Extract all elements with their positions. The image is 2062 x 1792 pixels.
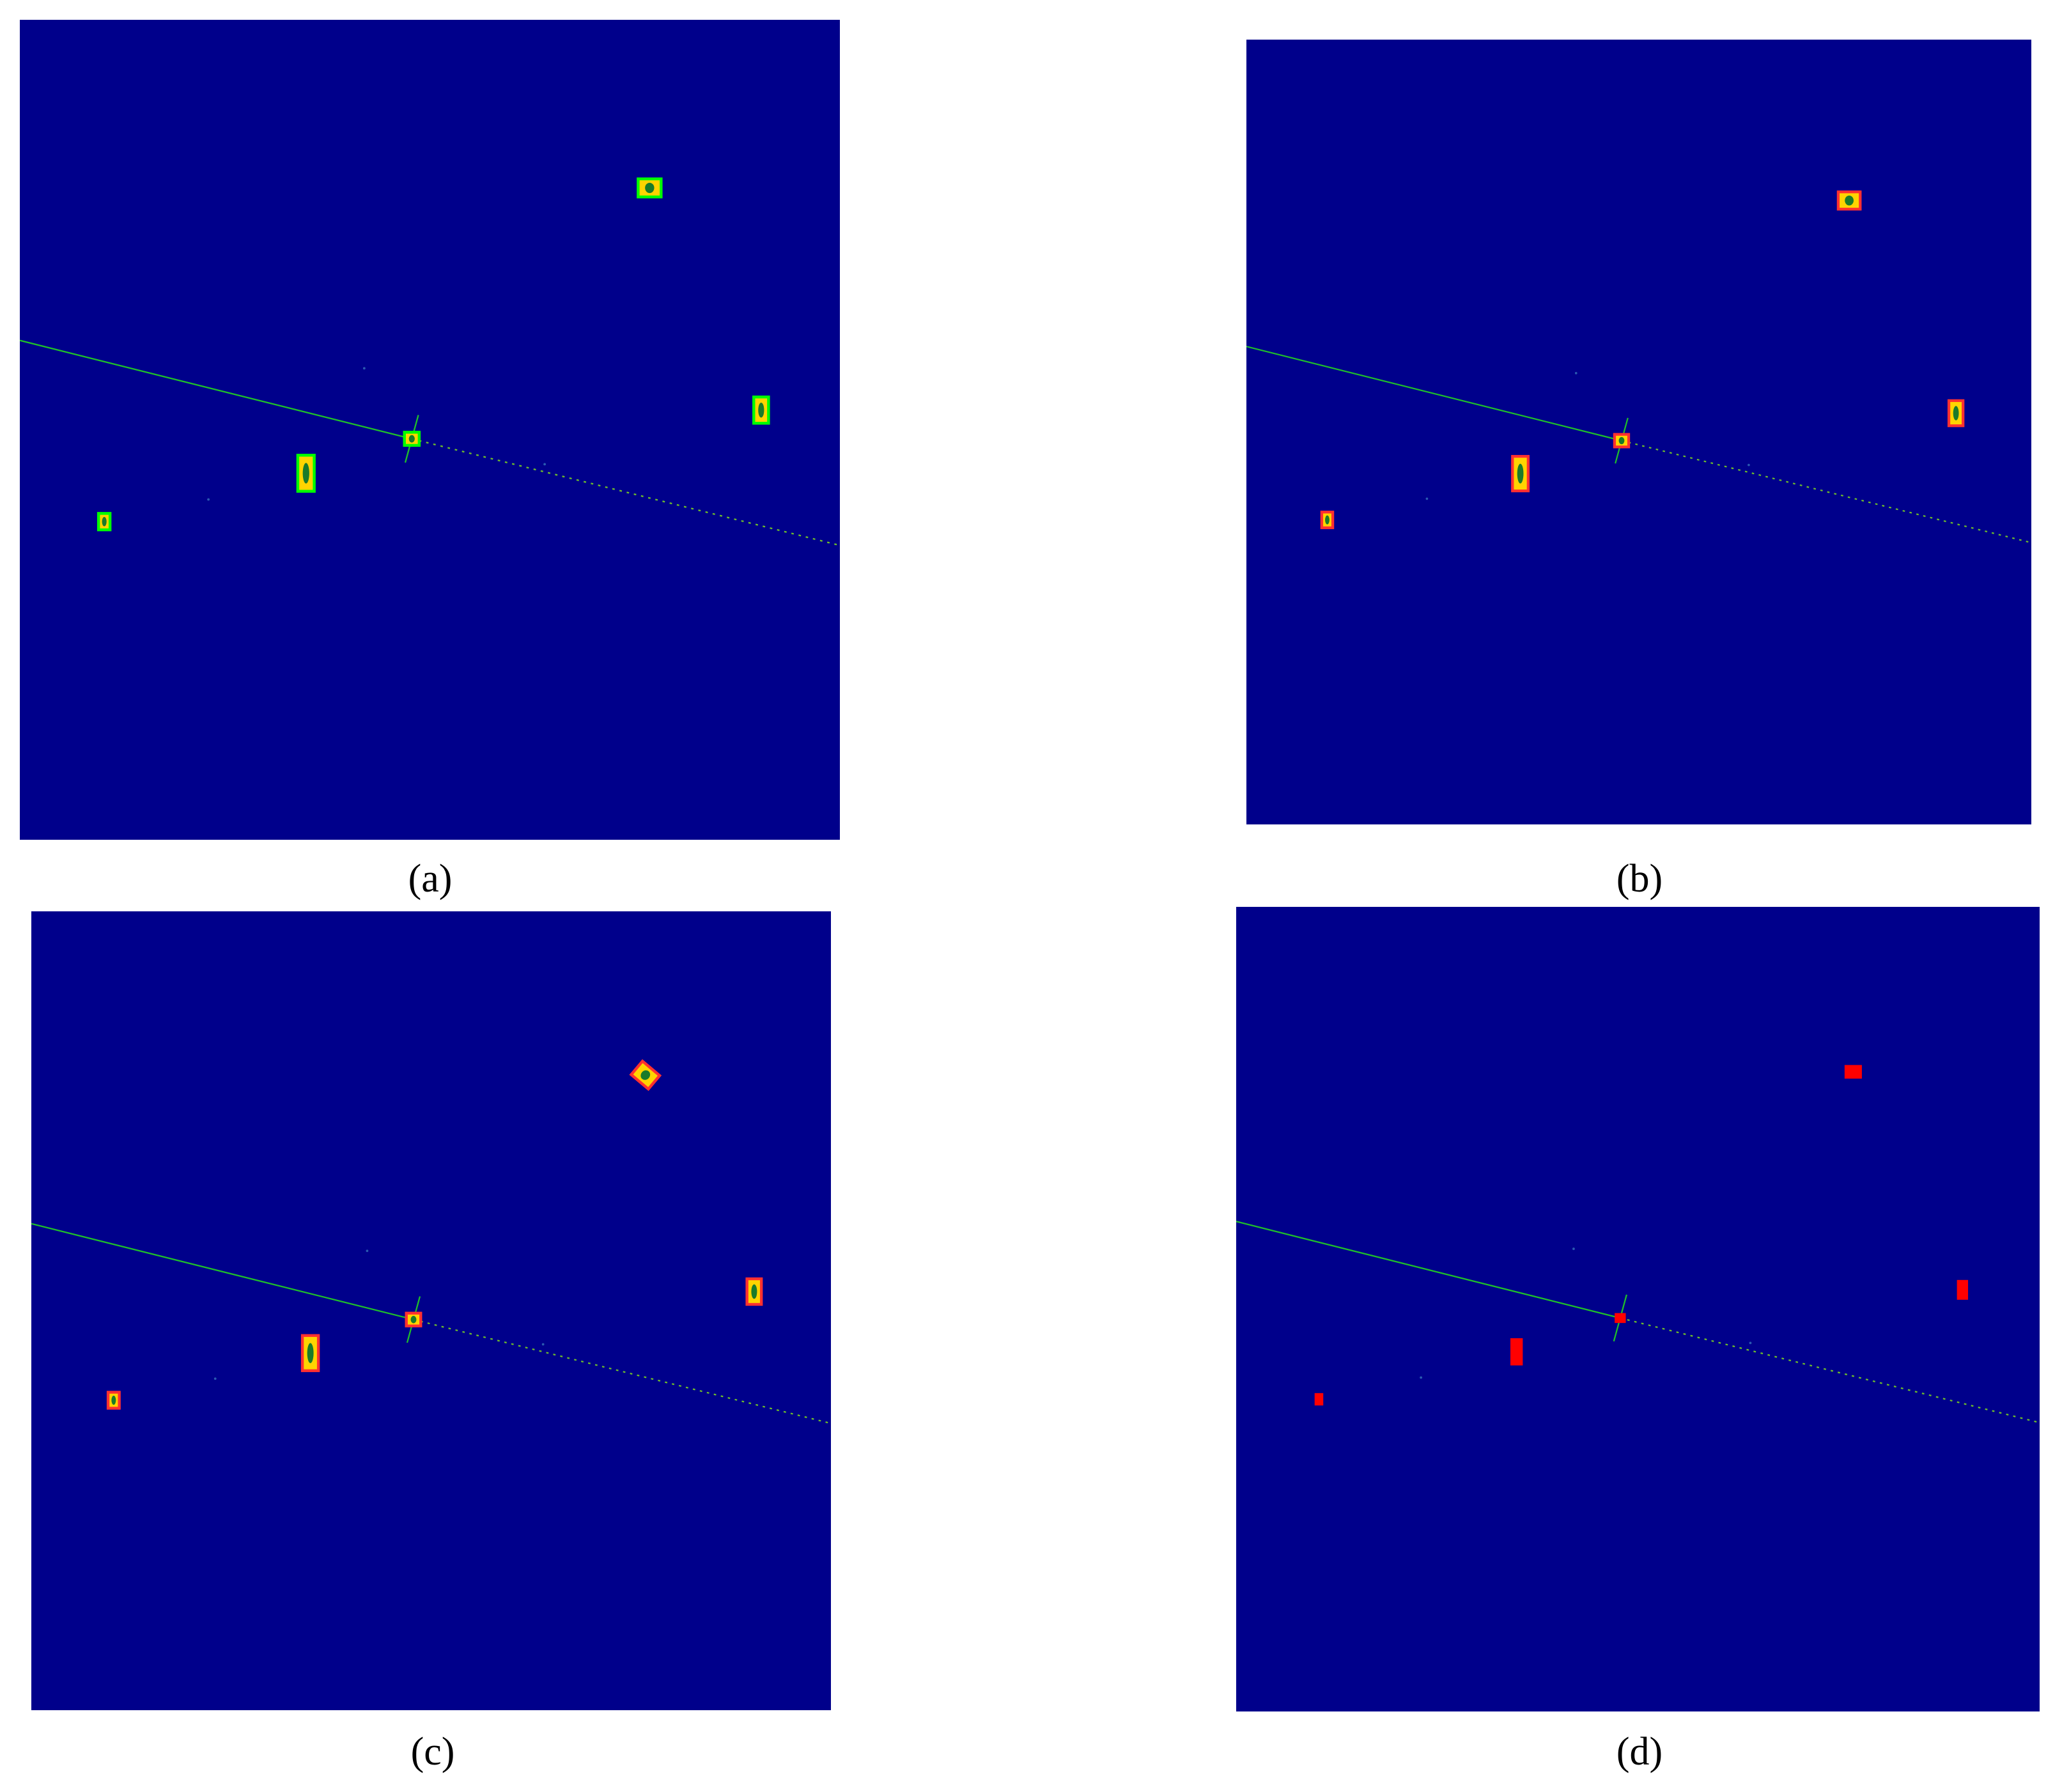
target-core — [1325, 515, 1329, 525]
track-dotted — [1621, 440, 2031, 544]
detection-blob — [1615, 1313, 1626, 1324]
speck — [1572, 1247, 1575, 1250]
track-dotted — [411, 438, 840, 546]
target-core — [111, 1395, 116, 1405]
speck — [1748, 463, 1750, 467]
scene — [1246, 190, 2031, 544]
target-core — [758, 402, 764, 418]
panel-a — [20, 20, 840, 840]
panel-c — [31, 911, 831, 1710]
target-core — [1845, 196, 1854, 206]
track-line — [1246, 346, 1622, 442]
target-core — [410, 1316, 417, 1324]
target-core — [307, 1343, 314, 1363]
speck — [1574, 372, 1578, 375]
panel-label: (a) — [408, 857, 453, 900]
track-line — [20, 339, 412, 440]
panel-label: (b) — [1616, 857, 1663, 900]
target-core — [302, 463, 309, 484]
detection-blob — [1314, 1393, 1324, 1406]
detection-blob — [1844, 1065, 1862, 1079]
speck — [213, 1377, 217, 1380]
panel-b — [1246, 40, 2031, 824]
speck — [541, 1343, 545, 1346]
detection-blob — [1957, 1279, 1969, 1300]
detection-blob — [1510, 1338, 1523, 1366]
speck — [366, 1249, 369, 1253]
target-core — [1618, 436, 1625, 445]
target-core — [408, 435, 415, 443]
target-core — [102, 516, 107, 527]
track-line — [31, 1223, 414, 1320]
speck — [362, 367, 366, 370]
track-dotted — [1620, 1317, 2040, 1424]
scene — [20, 177, 840, 546]
speck — [207, 498, 210, 501]
speck — [1420, 1376, 1422, 1379]
target-core — [1517, 463, 1524, 484]
target-core — [751, 1284, 757, 1299]
track-dotted — [413, 1318, 831, 1425]
scene — [1236, 1065, 2040, 1424]
speck — [543, 463, 547, 466]
track-line — [1236, 1221, 1621, 1319]
scene — [31, 1059, 831, 1425]
speck — [1749, 1341, 1752, 1345]
target-box — [300, 1334, 320, 1372]
target-core — [1953, 406, 1959, 421]
panel-d — [1236, 907, 2040, 1711]
target-core — [645, 182, 655, 194]
panel-label: (c) — [410, 1730, 455, 1773]
panel-label: (d) — [1616, 1730, 1663, 1773]
target-core — [640, 1070, 651, 1080]
speck — [1425, 497, 1429, 500]
